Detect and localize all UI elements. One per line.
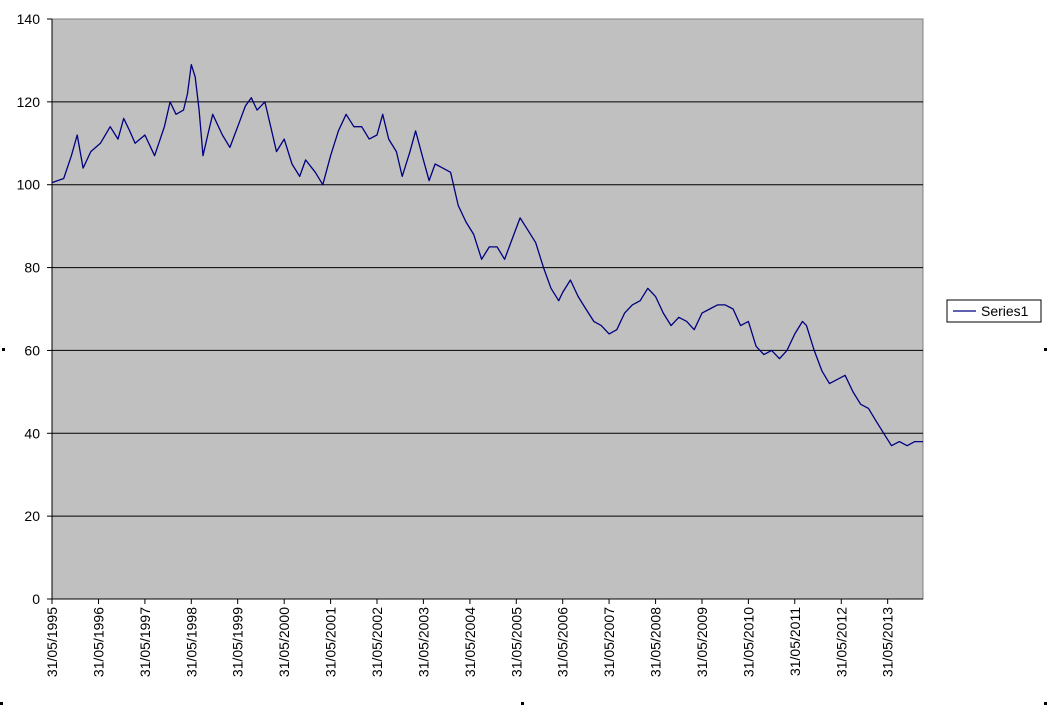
chart-handle bbox=[0, 702, 3, 705]
x-tick-label: 31/05/1997 bbox=[137, 607, 153, 677]
x-tick-label: 31/05/2001 bbox=[323, 607, 339, 677]
x-tick-label: 31/05/2013 bbox=[880, 607, 896, 677]
x-tick-label: 31/05/1995 bbox=[44, 607, 60, 677]
x-tick-label: 31/05/2006 bbox=[555, 607, 571, 677]
x-tick-label: 31/05/2002 bbox=[369, 607, 385, 677]
legend: Series1 bbox=[946, 299, 1042, 323]
chart-handle bbox=[521, 702, 524, 705]
x-tick-label: 31/05/1996 bbox=[91, 607, 107, 677]
chart-handle bbox=[2, 348, 5, 351]
y-tick-label: 0 bbox=[32, 591, 40, 607]
y-tick-label: 80 bbox=[24, 260, 40, 276]
y-tick-label: 100 bbox=[17, 177, 41, 193]
plot-area bbox=[51, 18, 924, 600]
legend-box bbox=[946, 299, 1042, 323]
x-tick-label: 31/05/2009 bbox=[694, 607, 710, 677]
y-tick-label: 60 bbox=[24, 342, 40, 358]
x-tick-label: 31/05/2003 bbox=[415, 607, 431, 677]
y-tick-label: 120 bbox=[17, 94, 41, 110]
series-line bbox=[51, 63, 923, 447]
y-tick-label: 40 bbox=[24, 425, 40, 441]
y-tick-label: 140 bbox=[17, 11, 41, 27]
legend-label: Series1 bbox=[981, 303, 1029, 319]
x-tick-label: 31/05/2004 bbox=[462, 607, 478, 677]
x-tick-label: 31/05/1998 bbox=[183, 607, 199, 677]
y-tick-label: 20 bbox=[24, 508, 40, 524]
chart-handle bbox=[1044, 702, 1047, 705]
x-tick-label: 31/05/2007 bbox=[601, 607, 617, 677]
x-tick-label: 31/05/2000 bbox=[276, 607, 292, 677]
x-tick-label: 31/05/2011 bbox=[787, 607, 803, 676]
x-tick-label: 31/05/1999 bbox=[230, 607, 246, 677]
x-tick-label: 31/05/2010 bbox=[740, 607, 756, 677]
x-tick-label: 31/05/2008 bbox=[648, 607, 664, 677]
x-tick-label: 31/05/2012 bbox=[833, 607, 849, 677]
chart-handle bbox=[1044, 348, 1047, 351]
x-tick-label: 31/05/2005 bbox=[508, 607, 524, 677]
